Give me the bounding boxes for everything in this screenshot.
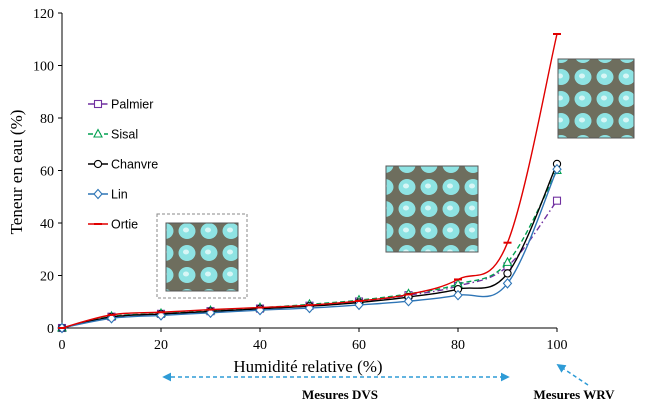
data-point-sisal-90 bbox=[502, 256, 513, 266]
legend-item-chanvre: Chanvre bbox=[88, 158, 158, 172]
series-line-lin bbox=[61, 168, 558, 329]
data-point-lin-80 bbox=[453, 289, 463, 301]
wrv-arrow bbox=[556, 364, 589, 386]
series-line-ortie bbox=[61, 33, 558, 329]
micrograph-insets bbox=[156, 58, 635, 299]
legend-item-sisal: Sisal bbox=[88, 128, 138, 142]
y-tick-label: 0 bbox=[47, 322, 54, 337]
series-lin bbox=[57, 163, 562, 334]
legend-item-lin: Lin bbox=[88, 188, 128, 202]
y-tick-label: 100 bbox=[33, 60, 54, 75]
data-point-chanvre-90 bbox=[503, 269, 512, 278]
series-line-chanvre bbox=[61, 163, 558, 329]
legend-item-palmier: Palmier bbox=[88, 98, 153, 112]
y-tick-label: 120 bbox=[33, 7, 54, 22]
x-tick-label: 80 bbox=[451, 338, 465, 353]
legend-label-lin: Lin bbox=[111, 188, 128, 202]
data-point-lin-70 bbox=[403, 295, 414, 307]
legend-marker-sisal bbox=[93, 128, 103, 138]
x-tick-label: 20 bbox=[154, 338, 168, 353]
y-tick-label: 80 bbox=[40, 112, 54, 127]
y-tick-label: 60 bbox=[40, 165, 54, 180]
axes: 0 20 40 60 80 100 0 20 40 60 80 100 120 bbox=[33, 7, 568, 353]
series-ortie bbox=[58, 33, 561, 329]
dvs-annotation: Mesures DVS bbox=[302, 387, 378, 402]
legend-label-sisal: Sisal bbox=[111, 128, 138, 142]
x-tick-label: 60 bbox=[352, 338, 366, 353]
x-tick-label: 100 bbox=[547, 338, 568, 353]
legend-label-palmier: Palmier bbox=[111, 98, 153, 112]
legend-marker-chanvre bbox=[93, 159, 103, 169]
micrograph-inset-large bbox=[557, 58, 635, 139]
micrograph-inset-small bbox=[165, 222, 239, 292]
legend-item-ortie: Ortie bbox=[88, 218, 138, 232]
y-tick-label: 20 bbox=[40, 270, 54, 285]
x-axis-title: Humidité relative (%) bbox=[233, 357, 382, 376]
y-axis-title: Teneur en eau (%) bbox=[7, 110, 26, 235]
data-point-lin-100 bbox=[552, 163, 562, 175]
legend-marker-lin bbox=[93, 188, 103, 200]
y-tick-label: 40 bbox=[40, 217, 54, 232]
legend-label-chanvre: Chanvre bbox=[111, 158, 158, 172]
series-layer bbox=[57, 33, 562, 334]
micrograph-inset-medium bbox=[385, 165, 479, 253]
x-tick-label: 40 bbox=[253, 338, 267, 353]
micrograph-inset-small-frame bbox=[156, 213, 248, 299]
legend-label-ortie: Ortie bbox=[111, 218, 138, 232]
legend-marker-palmier bbox=[93, 99, 103, 109]
data-point-lin-60 bbox=[354, 299, 364, 311]
wrv-annotation: Mesures WRV bbox=[533, 387, 615, 402]
data-point-lin-10 bbox=[106, 312, 117, 324]
data-point-palmier-100 bbox=[552, 196, 562, 205]
legend: Palmier Sisal Chanvre Lin Ortie bbox=[88, 98, 158, 232]
data-point-lin-90 bbox=[502, 278, 513, 289]
x-tick-label: 0 bbox=[59, 338, 66, 353]
